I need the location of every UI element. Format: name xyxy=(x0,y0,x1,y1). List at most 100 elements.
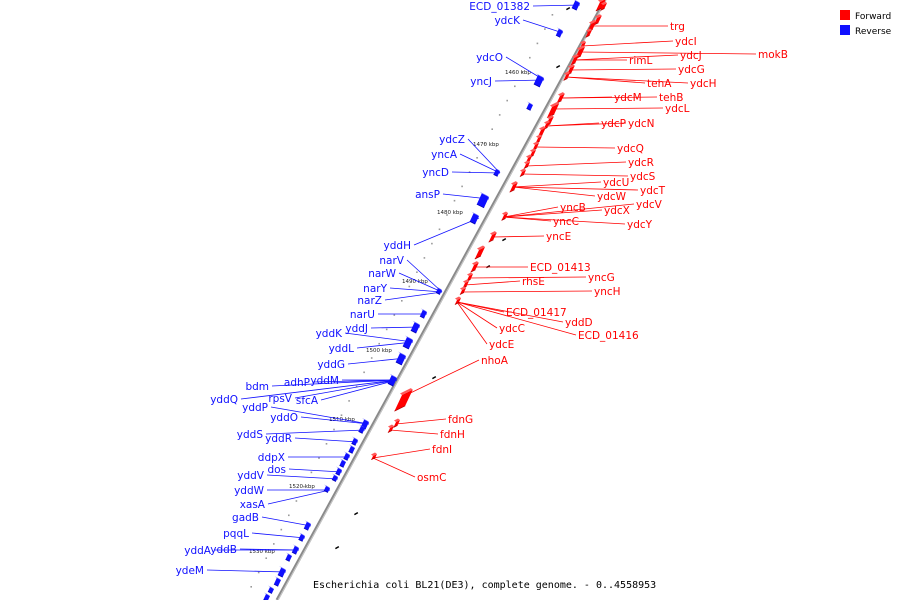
reverse-gene-label: pqqL xyxy=(223,528,249,540)
reverse-gene-label-leader xyxy=(271,379,398,387)
forward-feature xyxy=(519,170,526,177)
legend-reverse-swatch xyxy=(840,25,850,35)
reverse-feature-top xyxy=(389,373,397,378)
tick-dot xyxy=(288,514,290,517)
forward-feature-top xyxy=(533,141,539,145)
reverse-gene-label-leader xyxy=(265,429,366,435)
forward-feature xyxy=(488,232,497,243)
reverse-feature-top xyxy=(340,458,346,462)
forward-feature-top xyxy=(371,452,377,456)
reverse-feature-top xyxy=(274,576,281,580)
forward-gene-label: nhoA xyxy=(481,355,509,367)
forward-feature-top xyxy=(572,54,579,58)
reverse-gene-label: narV xyxy=(379,255,404,267)
forward-feature-top xyxy=(490,231,497,235)
reverse-gene-label-leader xyxy=(356,341,414,349)
forward-feature-top xyxy=(524,160,530,164)
reverse-gene-label: yddP xyxy=(242,402,268,414)
forward-gene-label: ECD_01416 xyxy=(578,330,639,342)
kbp-tick-label: 1520 kbp xyxy=(289,484,315,490)
legend-forward-label: Forward xyxy=(855,12,891,22)
tick-dot xyxy=(318,457,320,459)
reverse-feature-top xyxy=(344,451,350,455)
reverse-features xyxy=(263,0,580,600)
reverse-gene-label-leader xyxy=(267,489,331,505)
reverse-feature-top xyxy=(556,27,563,31)
forward-gene-label: tehB xyxy=(659,92,683,104)
forward-gene-label: ydcR xyxy=(628,157,654,169)
reverse-gene-label-leader xyxy=(270,406,370,425)
reverse-feature xyxy=(526,103,533,111)
forward-gene-label-leader xyxy=(401,359,480,398)
forward-feature-top xyxy=(400,388,413,395)
reverse-gene-label: ansP xyxy=(415,189,440,201)
reverse-gene-label-leader xyxy=(294,437,359,443)
reverse-feature-top xyxy=(268,585,274,589)
reverse-feature xyxy=(351,438,358,446)
tick-dot xyxy=(385,328,388,331)
scale-mark xyxy=(566,7,571,11)
forward-features xyxy=(371,0,607,460)
reverse-feature-top xyxy=(494,167,500,171)
forward-feature xyxy=(501,213,508,221)
forward-feature-top xyxy=(467,272,473,276)
reverse-gene-label-leader xyxy=(344,332,414,343)
reverse-feature xyxy=(285,554,292,562)
forward-gene-label-leader xyxy=(503,203,635,218)
reverse-feature xyxy=(358,426,365,434)
forward-gene-label-leader xyxy=(559,96,658,99)
forward-feature xyxy=(371,454,377,460)
tick-dot xyxy=(476,157,478,159)
reverse-gene-label-leader xyxy=(532,4,581,7)
reverse-gene-label-leader xyxy=(300,416,370,425)
tick-dot xyxy=(393,314,396,316)
forward-feature-top xyxy=(550,101,560,107)
forward-feature-top xyxy=(589,19,597,24)
kbp-tick-label: 1510 kbp xyxy=(329,417,355,423)
reverse-feature-top xyxy=(479,191,489,197)
forward-feature-top xyxy=(463,279,469,283)
reverse-gene-label: yddG xyxy=(317,359,345,371)
reverse-gene-label-leader xyxy=(398,272,443,293)
forward-feature-top xyxy=(511,181,518,185)
tick-dot xyxy=(514,85,516,88)
forward-gene-label-leader xyxy=(372,457,416,478)
forward-gene-label: osmC xyxy=(417,472,446,484)
reverse-gene-label-leader xyxy=(261,516,312,527)
reverse-gene-label: yddK xyxy=(316,328,344,340)
reverse-feature-top xyxy=(279,566,286,570)
forward-gene-label-leader xyxy=(456,301,564,323)
forward-feature xyxy=(454,298,461,305)
tick-dot xyxy=(536,42,539,45)
forward-feature xyxy=(466,274,473,282)
legend-reverse-label: Reverse xyxy=(855,27,892,37)
tick-dot xyxy=(491,128,493,130)
forward-gene-label: ydcM xyxy=(614,92,642,104)
forward-gene-label-leader xyxy=(521,173,629,177)
forward-gene-label: ydcN xyxy=(628,118,655,130)
forward-feature-top xyxy=(586,28,592,32)
reverse-feature xyxy=(273,577,281,587)
reverse-gene-label: yncD xyxy=(422,167,449,179)
scale-mark xyxy=(354,511,359,516)
reverse-feature xyxy=(395,353,406,365)
forward-feature xyxy=(394,389,413,412)
forward-feature-top xyxy=(547,115,554,119)
reverse-gene-label-leader xyxy=(467,138,501,174)
reverse-gene-label-leader xyxy=(288,468,343,473)
scale-mark xyxy=(335,546,340,550)
reverse-gene-label: yddJ xyxy=(345,323,368,335)
reverse-gene-label-leader xyxy=(294,379,398,399)
reverse-gene-label-leader xyxy=(522,19,564,34)
tick-dot xyxy=(446,214,448,216)
reverse-gene-label: ydcK xyxy=(494,15,521,27)
reverse-feature-top xyxy=(527,101,533,105)
forward-gene-label-leader xyxy=(545,122,627,127)
forward-gene-label: ydcX xyxy=(604,205,630,217)
forward-gene-label: ydcJ xyxy=(680,50,702,62)
kbp-tick-label: 1470 kbp xyxy=(473,142,499,148)
tick-dot xyxy=(280,528,283,531)
forward-feature xyxy=(459,288,466,295)
forward-gene-label-leader xyxy=(551,107,664,110)
